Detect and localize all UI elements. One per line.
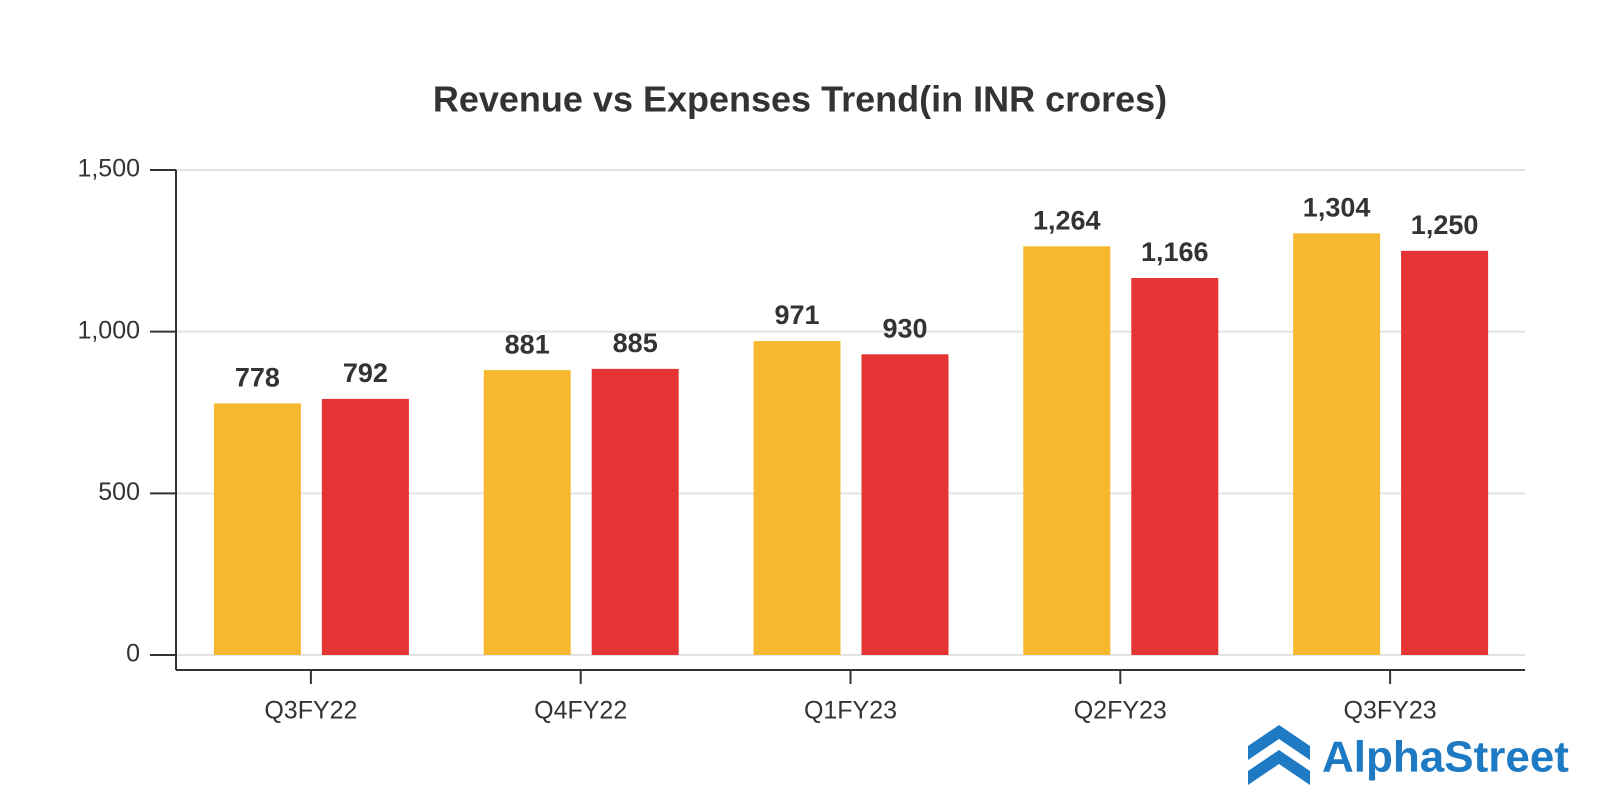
value-label: 885 <box>613 328 658 358</box>
bar <box>1401 250 1489 656</box>
value-label: 930 <box>882 313 927 343</box>
x-tick-label: Q2FY23 <box>1074 697 1167 725</box>
y-tick-label: 1,500 <box>77 155 140 183</box>
value-label: 881 <box>505 329 550 359</box>
y-tick-label: 1,000 <box>77 316 140 344</box>
value-label: 1,250 <box>1411 210 1479 240</box>
x-tick-label: Q3FY22 <box>264 697 357 725</box>
y-tick-label: 0 <box>126 640 140 668</box>
bar <box>1131 277 1219 655</box>
y-tick-label: 500 <box>98 478 140 506</box>
bar <box>1293 233 1381 655</box>
logo-chevron <box>1248 750 1310 785</box>
x-tick-label: Q3FY23 <box>1344 697 1437 725</box>
bar <box>753 341 841 655</box>
value-label: 792 <box>343 358 388 388</box>
bar <box>321 398 409 655</box>
x-tick-label: Q4FY22 <box>534 697 627 725</box>
logo-icon <box>1248 725 1310 785</box>
bar <box>591 368 679 655</box>
value-label: 1,264 <box>1033 205 1101 235</box>
value-label: 1,304 <box>1303 192 1371 222</box>
x-tick-label: Q1FY23 <box>804 697 897 725</box>
chart-title: Revenue vs Expenses Trend(in INR crores) <box>433 79 1167 120</box>
value-label: 1,166 <box>1141 237 1209 267</box>
bar <box>483 370 571 655</box>
value-label: 778 <box>235 363 280 393</box>
brand-logo: AlphaStreet <box>1322 733 1569 782</box>
bar <box>1023 246 1111 655</box>
bar <box>861 354 949 655</box>
logo-chevron <box>1248 725 1310 760</box>
value-label: 971 <box>774 300 819 330</box>
bar <box>213 403 301 655</box>
